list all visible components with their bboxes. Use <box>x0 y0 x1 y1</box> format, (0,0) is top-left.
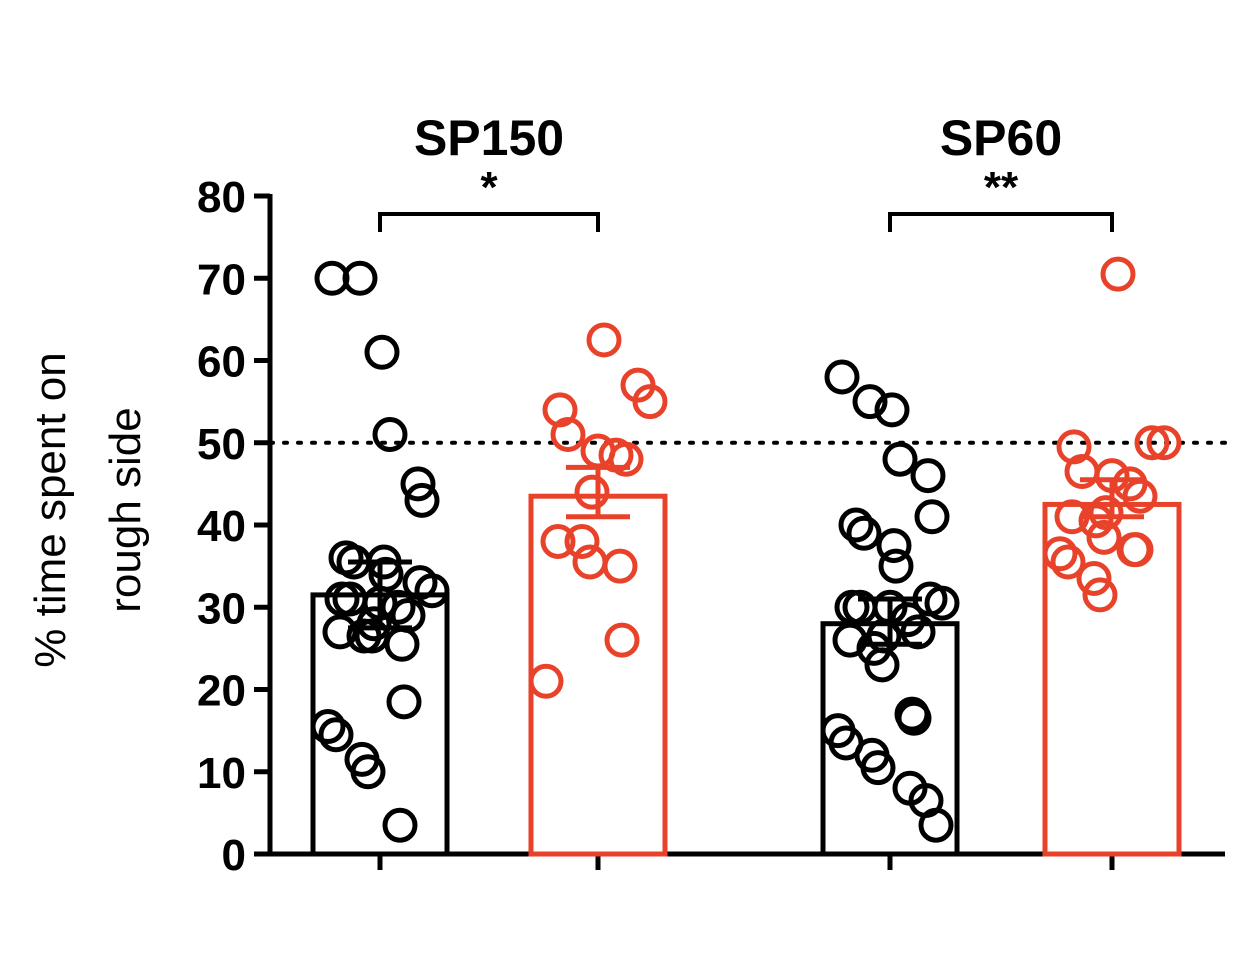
data-point <box>1076 560 1112 596</box>
y-tick-label: 10 <box>197 749 246 798</box>
bar-treated <box>1042 256 1182 857</box>
data-point <box>386 684 422 720</box>
data-point <box>874 392 910 428</box>
significance-marker: * <box>480 163 498 212</box>
bar-treated <box>528 322 668 857</box>
data-point <box>550 417 586 453</box>
data-point <box>414 573 450 609</box>
data-point <box>824 359 860 395</box>
data-point <box>372 417 408 453</box>
y-tick-label: 0 <box>222 831 246 880</box>
data-point <box>896 700 932 736</box>
data-point <box>918 807 954 843</box>
data-point <box>318 717 354 753</box>
data-point <box>1086 519 1122 555</box>
data-point <box>852 384 888 420</box>
y-axis-label: % time spent on rough side <box>26 352 150 668</box>
y-tick-label: 50 <box>197 420 246 469</box>
y-tick-label: 60 <box>197 338 246 387</box>
data-point <box>1082 577 1118 613</box>
data-point <box>384 626 420 662</box>
group-title: SP60 <box>940 110 1062 166</box>
data-point <box>878 548 914 584</box>
data-point <box>540 523 576 559</box>
data-point <box>856 630 892 666</box>
y-tick-label: 70 <box>197 255 246 304</box>
significance-marker: ** <box>984 163 1019 212</box>
data-point <box>832 622 868 658</box>
data-point <box>882 441 918 477</box>
data-point <box>608 441 644 477</box>
data-point <box>900 614 936 650</box>
data-point <box>586 322 622 358</box>
axes: 0 10 20 30 40 50 60 70 80 <box>197 173 1225 880</box>
data-point <box>572 544 608 580</box>
data-point <box>1088 495 1124 531</box>
data-point <box>400 466 436 502</box>
data-point <box>876 528 912 564</box>
group-sp150: SP150* <box>310 110 668 857</box>
data-point <box>1134 425 1170 461</box>
group-sp60: SP60** <box>820 110 1182 857</box>
y-tick-label: 40 <box>197 502 246 551</box>
data-point <box>310 709 346 745</box>
bar-control <box>820 359 960 857</box>
data-point <box>1118 532 1154 568</box>
data-point <box>860 750 896 786</box>
data-point <box>846 515 882 551</box>
y-axis-label-line-2: rough side <box>101 407 150 612</box>
data-point <box>914 499 950 535</box>
data-point <box>350 754 386 790</box>
y-tick-label: 20 <box>197 667 246 716</box>
significance-bracket <box>888 212 1114 232</box>
group-title: SP150 <box>414 110 564 166</box>
y-tick-label: 30 <box>197 584 246 633</box>
data-point <box>382 807 418 843</box>
data-point <box>1042 536 1078 572</box>
data-point <box>574 474 610 510</box>
data-point <box>564 523 600 559</box>
data-point <box>602 548 638 584</box>
data-point <box>332 581 368 617</box>
data-point <box>838 507 874 543</box>
y-axis-label-line-1: % time spent on <box>26 352 75 668</box>
y-tick-label: 80 <box>197 173 246 222</box>
data-point <box>1050 544 1086 580</box>
bar-groups: SP150* SP60** <box>310 110 1182 857</box>
data-point <box>528 663 564 699</box>
data-point <box>1078 503 1114 539</box>
significance-bracket <box>378 212 600 232</box>
data-point <box>364 334 400 370</box>
data-point <box>864 647 900 683</box>
data-point <box>342 260 378 296</box>
data-point <box>924 585 960 621</box>
bar-control <box>310 260 450 857</box>
data-point <box>604 622 640 658</box>
data-point <box>1100 256 1136 292</box>
data-point <box>404 482 440 518</box>
data-point <box>380 589 416 625</box>
data-point <box>1122 478 1158 514</box>
data-point <box>910 458 946 494</box>
data-point <box>632 384 668 420</box>
data-point <box>1146 425 1182 461</box>
